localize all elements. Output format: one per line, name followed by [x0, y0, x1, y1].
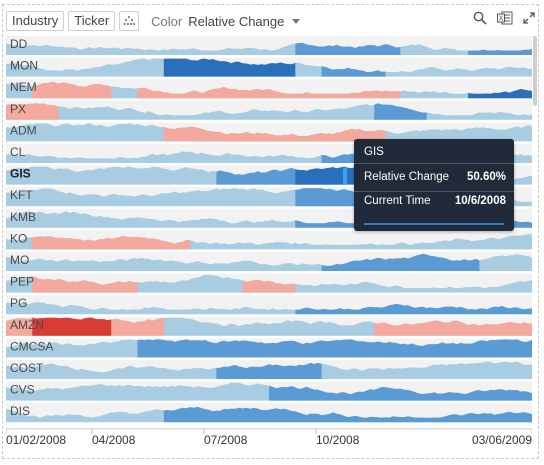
x-tick-label: 03/06/2009: [472, 433, 532, 447]
series-label: NEM: [10, 80, 37, 94]
color-label: Color: [151, 13, 183, 29]
horizon-row[interactable]: MON: [6, 57, 532, 77]
series-highlight: [242, 279, 296, 293]
horizon-row[interactable]: DIS: [6, 403, 532, 423]
series-highlight: [269, 385, 532, 401]
tooltip-accent-bar: [364, 223, 504, 225]
series-label: CVS: [10, 383, 35, 397]
toolbar-actions: X: [473, 11, 535, 25]
series-highlight: [295, 303, 532, 315]
series-highlight: [137, 339, 532, 358]
scatter-icon[interactable]: [119, 11, 140, 31]
series-label: DD: [10, 37, 28, 51]
series-highlight: [295, 42, 401, 55]
series-label: MO: [10, 253, 29, 267]
series-highlight: [468, 88, 532, 99]
excel-export-icon[interactable]: X: [497, 11, 513, 25]
series-highlight: [32, 317, 112, 336]
chart-tooltip: GIS Relative Change 50.60% Current Time …: [354, 139, 514, 231]
series-label: KMB: [10, 210, 36, 224]
vertical-scrollbar[interactable]: [533, 36, 537, 106]
series-highlight: [163, 126, 386, 142]
horizon-row[interactable]: CVS: [6, 381, 532, 401]
toolbar: Industry Ticker Color Relative Change: [6, 10, 301, 32]
series-highlight: [32, 276, 138, 293]
horizon-row[interactable]: ADM: [6, 122, 532, 142]
horizon-row[interactable]: MO: [6, 252, 532, 271]
series-highlight: [374, 320, 532, 336]
series-label: AMZN: [10, 318, 44, 332]
series-highlight: [321, 66, 386, 77]
series-label: PEP: [10, 275, 34, 289]
tooltip-divider: [354, 163, 514, 164]
dropdown-caret-icon[interactable]: [292, 18, 301, 24]
tooltip-divider: [354, 191, 514, 192]
hover-marker: [343, 167, 347, 185]
tooltip-label: Current Time: [364, 195, 431, 207]
series-label: MON: [10, 59, 38, 73]
horizon-row[interactable]: PX: [6, 100, 532, 120]
svg-text:X: X: [499, 16, 504, 23]
series-highlight: [32, 82, 112, 99]
series-area: [6, 123, 532, 142]
series-label: KO: [10, 231, 27, 245]
series-highlight: [163, 58, 296, 77]
series-label: PG: [10, 296, 27, 310]
tooltip-title: GIS: [364, 146, 384, 158]
horizon-row[interactable]: KO: [6, 230, 532, 250]
search-icon[interactable]: [473, 11, 487, 25]
horizon-row[interactable]: DD: [6, 36, 532, 55]
horizon-chart[interactable]: DD MON NEM PX ADM CL GIS KFT KMB KO MO PEP PG AMZN CMC…: [6, 36, 532, 456]
ticker-button[interactable]: Ticker: [68, 11, 116, 31]
x-tick-label: 04/2008: [92, 433, 136, 447]
horizon-row[interactable]: COST: [6, 360, 532, 379]
tooltip-label: Relative Change: [364, 171, 450, 183]
horizon-row[interactable]: PEP: [6, 273, 532, 293]
tooltip-value: 50.60%: [466, 171, 506, 183]
series-label: GIS: [10, 167, 31, 181]
horizon-row[interactable]: CMCSA: [6, 338, 532, 358]
series-highlight: [374, 103, 427, 120]
series-highlight: [321, 253, 480, 271]
series-label: PX: [10, 102, 26, 116]
horizon-row[interactable]: AMZN: [6, 316, 532, 336]
series-label: DIS: [10, 404, 30, 418]
horizon-row[interactable]: NEM: [6, 79, 532, 99]
visualization-frame: [2, 4, 539, 459]
series-highlight: [32, 235, 191, 250]
tooltip-row: Current Time 10/6/2008: [364, 195, 506, 207]
horizon-row[interactable]: PG: [6, 295, 532, 315]
color-select[interactable]: Relative Change: [188, 13, 285, 29]
series-label: CL: [10, 145, 26, 159]
tooltip-value: 10/6/2008: [454, 195, 506, 207]
industry-button[interactable]: Industry: [6, 11, 65, 31]
series-label: COST: [10, 361, 44, 375]
tooltip-row: Relative Change 50.60%: [364, 171, 506, 183]
series-highlight: [216, 362, 322, 379]
series-highlight: [163, 406, 532, 423]
series-label: KFT: [10, 188, 33, 202]
expand-icon[interactable]: [523, 12, 535, 24]
series-label: ADM: [10, 123, 37, 137]
x-tick-label: 07/2008: [204, 433, 248, 447]
series-highlight: [6, 103, 59, 120]
x-tick-label: 01/02/2008: [6, 433, 66, 447]
series-highlight: [137, 86, 401, 99]
series-highlight: [468, 49, 532, 55]
series-label: CMCSA: [10, 339, 53, 353]
x-tick-label: 10/2008: [316, 433, 360, 447]
